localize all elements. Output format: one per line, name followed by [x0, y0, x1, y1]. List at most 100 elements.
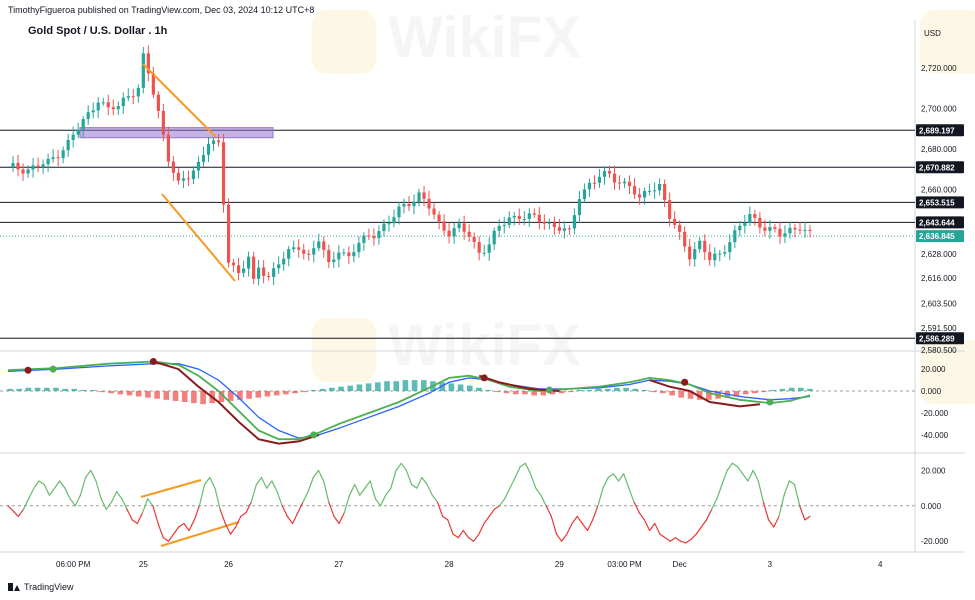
level-price-tag [916, 216, 964, 229]
macd-histogram-bar [393, 381, 400, 392]
osc-divergence-upper-line [140, 479, 202, 498]
candle-body [347, 252, 351, 257]
osc-line-segment [731, 462, 739, 468]
osc-line-segment [333, 515, 340, 525]
osc-line-segment [390, 469, 397, 489]
macd-histogram-bar [356, 384, 363, 392]
level-price-label: 2,689.197 [919, 126, 955, 135]
level-price-tag [916, 196, 964, 209]
osc-line-segment [266, 480, 273, 489]
level-price-label: 2,643.644 [919, 218, 955, 227]
level-price-label: 2,586.289 [919, 334, 955, 343]
osc-line-segment [250, 483, 257, 503]
candle-body [372, 236, 376, 239]
candle-body [76, 129, 80, 135]
osc-line-segment [747, 469, 754, 482]
candle-body [191, 170, 196, 180]
osc-line-segment [302, 491, 309, 503]
candle-body [562, 228, 566, 231]
candle-body [26, 169, 30, 174]
candle-body [11, 162, 15, 168]
footer-brand[interactable]: TradingView [8, 582, 74, 592]
candle-body [377, 231, 381, 239]
osc-line-segment [364, 480, 371, 489]
osc-line-segment [783, 480, 790, 496]
candle-body [352, 252, 356, 257]
candle-body [16, 162, 20, 170]
time-tick-label: 29 [555, 560, 564, 569]
macd-histogram-bar [80, 389, 87, 392]
macd-histogram-bar [448, 383, 455, 392]
candle-body [86, 112, 90, 120]
osc-line-segment [705, 508, 713, 521]
macd-histogram-bar [53, 387, 59, 392]
candle-body [653, 190, 657, 192]
candle-body [292, 247, 296, 250]
candle-body [46, 158, 50, 165]
macd-histogram-bar [687, 391, 694, 399]
osc-line-segment [74, 494, 82, 507]
candle-body [332, 259, 336, 263]
osc-line-segment [286, 515, 294, 525]
candle-body [61, 150, 65, 159]
level-price-tag [916, 124, 964, 137]
price-tick-label: 2,700.000 [921, 104, 957, 113]
candle-body [773, 227, 777, 229]
time-tick-label: 27 [334, 560, 343, 569]
candle-body [287, 249, 291, 259]
supply-zone-rect [79, 127, 274, 139]
candle-body [622, 181, 627, 184]
candle-body [688, 246, 692, 260]
macd-histogram-bar [660, 391, 666, 394]
macd-histogram-bar [43, 387, 50, 392]
osc-line-segment [131, 519, 138, 525]
chart-title[interactable]: Gold Spot / U.S. Dollar . 1h [28, 25, 168, 37]
osc-line-segment [173, 526, 180, 535]
osc-line-segment [69, 498, 76, 507]
currency-label: USD [924, 29, 941, 38]
osc-line-segment [623, 473, 630, 489]
candle-body [131, 96, 135, 98]
osc-line-segment [726, 462, 734, 471]
macd-histogram-bar [678, 391, 685, 398]
osc-divergence-lower-line [160, 521, 240, 547]
osc-line-segment [178, 522, 185, 528]
osc-line-segment [12, 510, 19, 518]
macd-histogram-bar [604, 388, 611, 392]
macd-bullish-cross-dot [310, 431, 318, 439]
osc-line-segment [690, 533, 697, 541]
level-price-tag [916, 161, 964, 174]
macd-bearish-line [649, 379, 761, 408]
macd-histogram-bar [531, 391, 537, 396]
candle-body [587, 182, 592, 190]
candle-body [793, 227, 797, 230]
osc-line-segment [152, 505, 159, 525]
osc-line-segment [59, 480, 66, 489]
osc-line-segment [245, 501, 252, 514]
osc-line-segment [483, 515, 490, 525]
candle-body [597, 176, 602, 183]
osc-line-segment [426, 483, 433, 496]
osc-line-segment [343, 494, 351, 514]
candle-body [783, 233, 787, 237]
candle-body [277, 264, 281, 269]
osc-line-segment [592, 505, 599, 521]
osc-line-segment [116, 491, 123, 500]
osc-tick-label: 20.000 [921, 466, 946, 475]
candle-body [216, 140, 221, 143]
time-tick-label: 06:00 PM [56, 560, 91, 569]
osc-line-segment [524, 462, 532, 475]
macd-histogram-bar [614, 387, 620, 392]
osc-line-segment [204, 476, 211, 486]
macd-histogram-bar [218, 391, 225, 402]
candle-body [642, 191, 647, 198]
macd-histogram-bar [181, 391, 188, 402]
candle-body [768, 227, 772, 231]
candle-body [572, 215, 577, 229]
macd-histogram-bar [172, 391, 179, 401]
osc-line-segment [38, 480, 45, 486]
macd-histogram-bar [89, 389, 96, 392]
macd-histogram-bar [669, 391, 675, 396]
time-tick-label: 03:00 PM [607, 560, 642, 569]
